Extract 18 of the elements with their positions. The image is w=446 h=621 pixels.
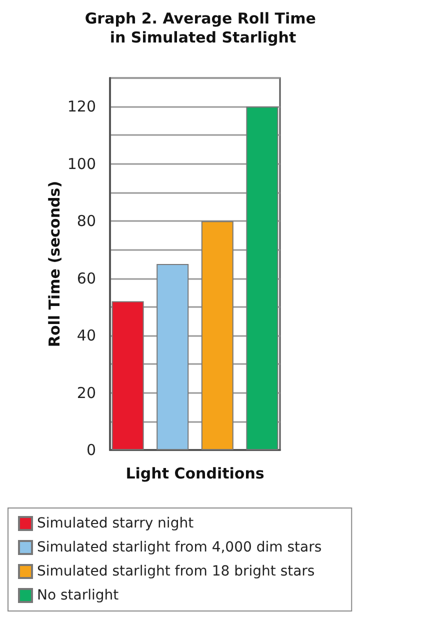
y-tick-label: 20 [76, 384, 96, 402]
chart-title: Graph 2. Average Roll Time in Simulated Starlight [84, 10, 322, 46]
legend-label: No starlight [37, 588, 120, 604]
bar [246, 106, 278, 450]
bar [201, 221, 234, 450]
y-tick-label: 60 [76, 269, 96, 288]
bar [156, 264, 189, 450]
bar [112, 301, 144, 450]
y-axis-title: Roll Time (seconds) [46, 180, 64, 348]
y-tick-label: 0 [86, 441, 96, 459]
y-tick-label: 120 [67, 98, 96, 116]
legend-label: Simulated starry night [37, 516, 194, 532]
y-tick-label: 40 [76, 326, 96, 345]
x-axis-title: Light Conditions [126, 464, 264, 482]
y-tick-label: 100 [67, 154, 96, 173]
legend-label: Simulated starlight from 18 bright stars [37, 564, 315, 580]
y-tick-label: 80 [76, 212, 96, 230]
legend-label: Simulated starlight from 4,000 dim stars [37, 540, 322, 556]
